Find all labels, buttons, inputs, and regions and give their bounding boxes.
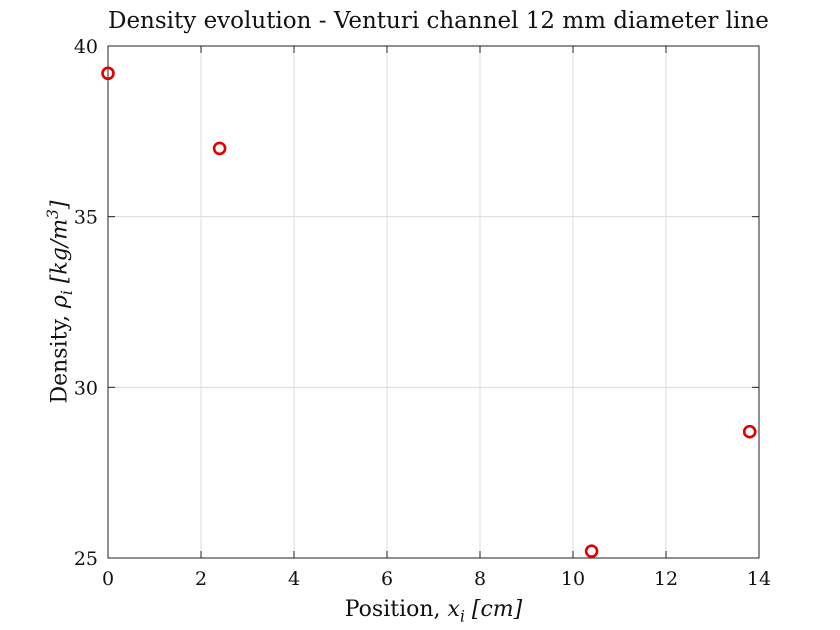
y-tick-label: 35 [74, 207, 98, 229]
y-tick-labels: 25 30 35 40 [74, 36, 98, 570]
x-axis-label: Position, xi [cm] [108, 597, 759, 625]
y-tick-label: 25 [74, 548, 98, 570]
x-tick-label: 2 [195, 568, 207, 590]
data-point [742, 424, 757, 439]
y-axis-subscript: i [57, 290, 76, 296]
x-tick-label: 0 [102, 568, 114, 590]
plot-frame [107, 45, 760, 559]
y-axis-label: Density, ρi [kg/m3] [44, 200, 76, 403]
x-axis-unit: [cm] [471, 597, 523, 622]
x-axis-subscript: i [459, 607, 465, 626]
y-axis-unit-close: ] [47, 200, 73, 210]
x-tick-labels: 0 2 4 6 8 10 12 14 [102, 568, 771, 590]
y-axis-unit-exponent: 3 [44, 209, 63, 219]
x-tick-label: 10 [561, 568, 585, 590]
y-axis-unit-open: [kg/m [47, 218, 73, 284]
x-tick-label: 14 [747, 568, 771, 590]
data-point [212, 141, 227, 156]
x-tick-label: 4 [288, 568, 300, 590]
axis-ticks [107, 45, 760, 559]
y-tick-label: 40 [74, 36, 98, 58]
x-axis-variable: x [447, 597, 460, 622]
x-tick-label: 8 [474, 568, 486, 590]
data-point [101, 66, 115, 81]
chart-title: Density evolution - Venturi channel 12 m… [108, 8, 769, 34]
x-axis-label-prefix: Position, [344, 597, 448, 622]
plot-area [108, 46, 759, 558]
x-tick-label: 12 [654, 568, 678, 590]
y-axis-label-prefix: Density, [47, 308, 73, 404]
data-points [101, 66, 757, 558]
data-point [584, 544, 599, 558]
x-tick-label: 6 [381, 568, 393, 590]
y-tick-label: 30 [74, 377, 98, 399]
y-axis-variable: ρ [47, 295, 73, 309]
